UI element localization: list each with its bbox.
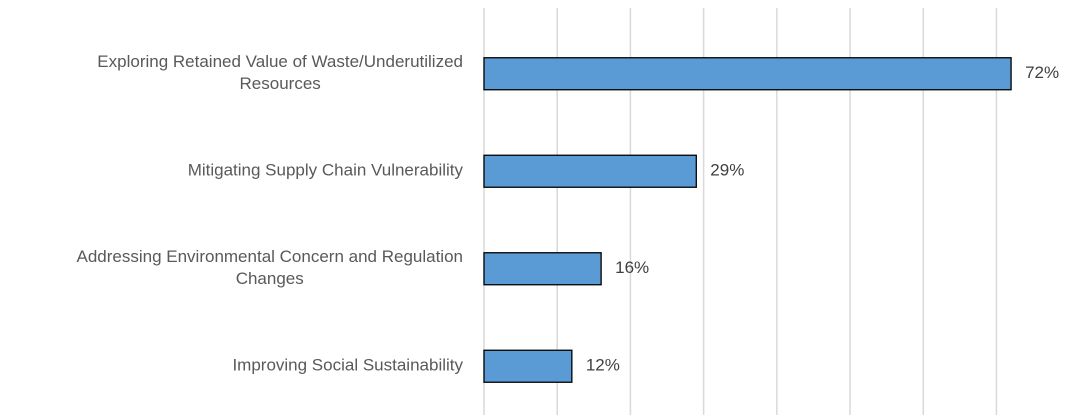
data-label: 29% [710,161,744,180]
bar [483,154,697,188]
y-tick-label: Improving Social Sustainability [232,356,463,375]
y-tick-label: Exploring Retained Value of Waste/Underu… [97,52,463,93]
data-label: 16% [615,258,649,277]
y-tick-label: Mitigating Supply Chain Vulnerability [188,161,464,180]
data-label: 72% [1025,63,1059,82]
y-tick-label: Addressing Environmental Concern and Reg… [76,247,463,288]
bar [483,349,573,383]
bar [483,252,602,286]
data-label: 12% [586,356,620,375]
bar [483,57,1012,91]
